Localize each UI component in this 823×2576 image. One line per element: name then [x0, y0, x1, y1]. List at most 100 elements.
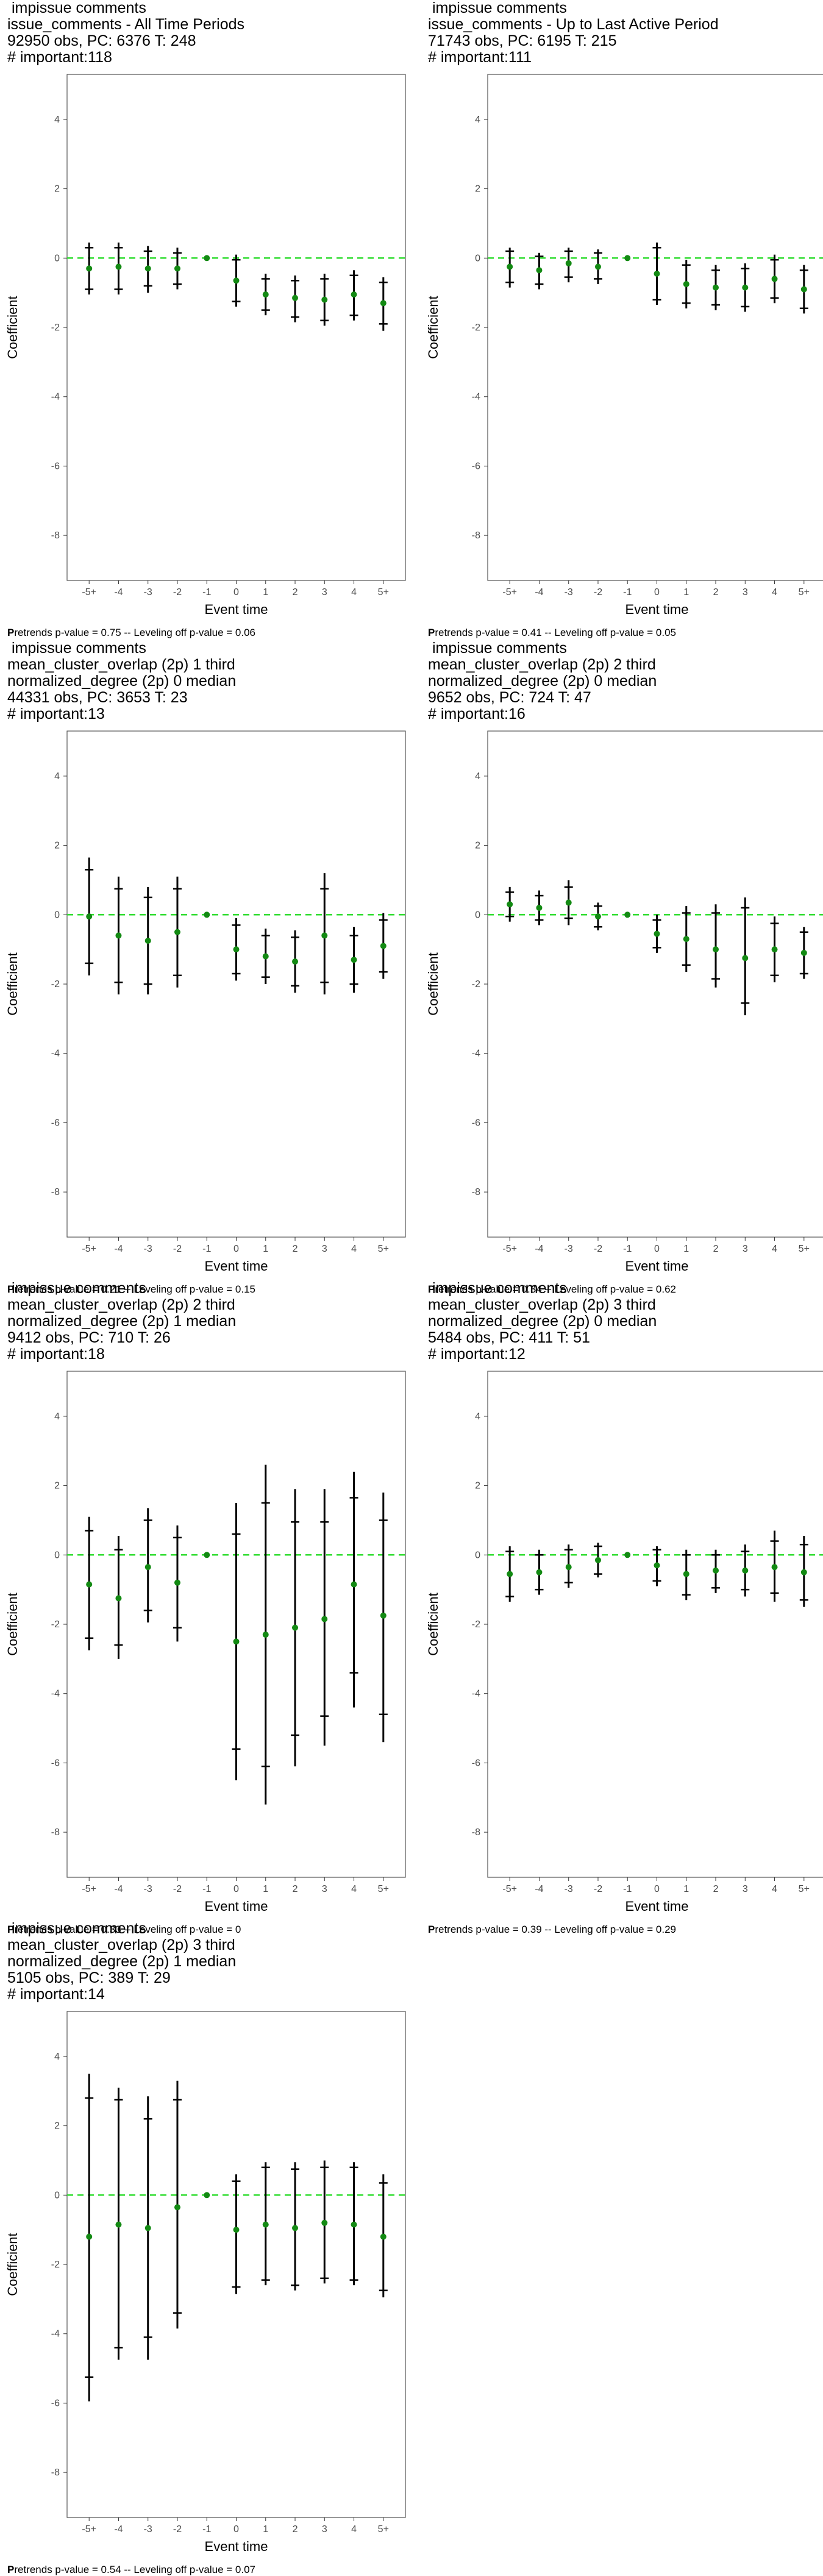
x-tick-label: -1 [623, 1244, 632, 1254]
x-tick-label: -2 [594, 1244, 602, 1254]
pvalue-note: Pretrends p-value = 0.41 -- Leveling off… [428, 627, 676, 639]
pvalue-note-text: retrends p-value = 0.21 -- Leveling off … [14, 1283, 256, 1295]
coefficient-point [771, 276, 778, 282]
coefficient-point [683, 280, 689, 287]
pvalue-note-initial: P [7, 1924, 15, 1935]
y-tick-label: 2 [54, 184, 60, 194]
x-tick-label: 0 [654, 1884, 660, 1894]
coefficient-point [654, 270, 660, 277]
x-tick-label: 3 [743, 587, 748, 598]
title-line: # important:18 [7, 1346, 105, 1363]
pvalue-note: Pretrends p-value = 0.33 -- Leveling off… [7, 1924, 241, 1936]
coefficient-point [115, 263, 122, 270]
x-tick-label: -2 [173, 1244, 182, 1254]
y-tick-label: -8 [472, 530, 480, 541]
panel-title: impissue comments mean_cluster_overlap (2… [7, 640, 236, 722]
coefficient-point [507, 1571, 513, 1577]
coefficient-point [594, 1557, 601, 1563]
x-axis-title: Event time [625, 602, 689, 617]
y-tick-label: -8 [472, 1827, 480, 1838]
x-tick-label: -1 [202, 1884, 211, 1894]
x-tick-label: -2 [594, 587, 602, 598]
y-tick-label: -6 [51, 1758, 60, 1768]
coefficient-point [86, 2233, 93, 2240]
x-tick-label: 4 [772, 1884, 777, 1894]
x-tick-label: 0 [233, 2524, 239, 2535]
x-tick-label: 4 [351, 2524, 357, 2535]
coefficient-point [536, 1569, 543, 1575]
panel-title: impissue comments issue_comments - Up to … [428, 0, 719, 66]
coefficient-point [321, 296, 328, 303]
y-tick-label: -6 [51, 1118, 60, 1128]
title-line: normalized_degree (2p) 1 median [7, 1313, 237, 1330]
coefficient-point [771, 946, 778, 953]
coefficient-point [233, 2227, 240, 2233]
title-line: 9652 obs, PC: 724 T: 47 [428, 689, 591, 706]
y-tick-label: -4 [51, 392, 60, 402]
x-tick-label: -2 [173, 587, 182, 598]
pvalue-note-initial: P [7, 627, 15, 638]
x-axis-title: Event time [205, 2539, 268, 2554]
coefficient-point [507, 263, 513, 270]
pvalue-note: Pretrends p-value = 0.39 -- Leveling off… [428, 1924, 676, 1936]
x-tick-label: 3 [743, 1884, 748, 1894]
x-tick-label: 3 [743, 1244, 748, 1254]
coefficient-point [115, 2221, 122, 2228]
y-tick-label: 2 [475, 841, 480, 851]
x-tick-label: 0 [654, 587, 660, 598]
x-tick-label: 1 [263, 587, 268, 598]
x-tick-label: -3 [144, 1884, 152, 1894]
coefficient-point [380, 2233, 387, 2240]
coefficient-point [292, 294, 299, 301]
x-tick-label: 5+ [378, 2524, 389, 2535]
plot-frame [487, 1371, 823, 1878]
y-tick-label: 2 [54, 2121, 60, 2132]
coefficient-point [321, 932, 328, 939]
x-axis-title: Event time [205, 1258, 268, 1274]
coefficient-point [174, 265, 180, 272]
x-tick-label: -3 [565, 1244, 573, 1254]
title-line: mean_cluster_overlap (2p) 3 third [428, 1296, 656, 1313]
plot-frame [66, 730, 406, 1238]
x-tick-label: 5+ [799, 1244, 810, 1254]
coefficient-plot: 4 2 0 -2 -4 -6 -8 -5+ -4 -3 -2 -1 0 1 2 3 4 5+ Event time C… [426, 1371, 823, 1914]
y-axis-title: Coefficient [426, 296, 441, 359]
coefficient-point [292, 2225, 299, 2232]
panel-title: impissue comments mean_cluster_overlap (2… [428, 1280, 657, 1363]
coefficient-point [565, 899, 572, 906]
x-tick-label: -3 [144, 1244, 152, 1254]
coefficient-point [742, 284, 749, 291]
pvalue-note: Pretrends p-value = 0.75 -- Leveling off… [7, 627, 255, 639]
y-tick-label: 2 [54, 841, 60, 851]
coefficient-point [321, 1616, 328, 1622]
x-tick-label: 0 [654, 1244, 660, 1254]
coefficient-point [742, 955, 749, 962]
coefficient-point [536, 904, 543, 911]
y-tick-label: -2 [472, 979, 480, 990]
title-line: normalized_degree (2p) 1 median [7, 1953, 237, 1970]
x-tick-label: 1 [683, 1244, 689, 1254]
title-line: issue_comments - Up to Last Active Perio… [428, 16, 719, 33]
coefficient-point [380, 943, 387, 949]
x-tick-label: 2 [713, 1244, 719, 1254]
coefficient-point [742, 1567, 749, 1574]
coefficient-plot: 4 2 0 -2 -4 -6 -8 -5+ -4 -3 -2 -1 0 1 2 3 4 5+ Event time C… [5, 74, 406, 617]
title-line: # important:14 [7, 1986, 105, 2003]
x-tick-label: 2 [293, 1244, 298, 1254]
y-tick-label: 0 [475, 253, 480, 263]
coefficient-point [800, 1569, 807, 1575]
pvalue-note-initial: P [428, 1924, 435, 1935]
title-line: # important:118 [7, 49, 112, 66]
pvalue-note: Pretrends p-value = 0.34 -- Leveling off… [428, 1283, 676, 1296]
y-tick-label: -2 [51, 1619, 60, 1630]
coefficient-point [683, 1571, 689, 1577]
coefficient-point [321, 2219, 328, 2226]
x-tick-label: 2 [293, 587, 298, 598]
title-line: # important:111 [428, 49, 532, 66]
x-tick-label: -5+ [82, 587, 96, 598]
coefficient-plot: 4 2 0 -2 -4 -6 -8 -5+ -4 -3 -2 -1 0 1 2 3 4 5+ Event time C… [5, 1371, 406, 1914]
x-tick-label: -3 [565, 587, 573, 598]
coefficient-point [86, 265, 93, 272]
y-tick-label: 0 [475, 1550, 480, 1560]
x-tick-label: 4 [351, 1884, 357, 1894]
